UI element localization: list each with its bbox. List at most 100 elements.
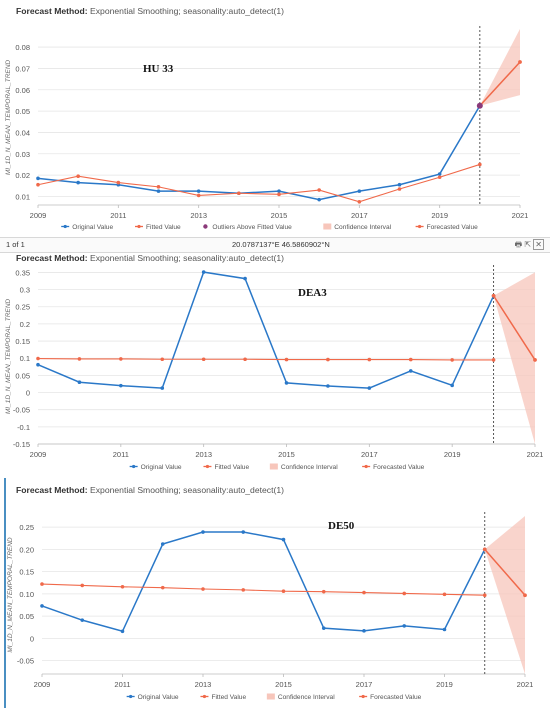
x-tick-label: 2021: [512, 211, 529, 220]
x-tick-label: 2009: [30, 450, 47, 459]
chart-panel-1: Forecast Method: Exponential Smoothing; …: [0, 0, 550, 237]
forecast-method-value: Exponential Smoothing; seasonality:auto_…: [90, 253, 284, 263]
forecast-chart-dea3: -0.15 -0.1 -0.05 0 0.05 0.1 0.15 0.2 0.25 0.3 0.35…: [5, 265, 544, 471]
forecasted-value-point: [523, 593, 527, 598]
y-tick-label: 0.05: [15, 107, 30, 116]
original-value-line: [37, 105, 481, 201]
original-value-point: [241, 530, 246, 534]
fitted-value-point: [241, 588, 246, 592]
legend-swatch: [269, 463, 278, 470]
region-annotation: DEA3: [298, 287, 327, 299]
pager-text[interactable]: 1 of 1: [6, 240, 25, 249]
forecasted-value-point: [491, 293, 496, 298]
forecasted-value-line: [484, 548, 526, 596]
legend-swatch-dot: [202, 694, 207, 699]
legend-swatch-dot: [63, 224, 67, 229]
close-icon[interactable]: ✕: [533, 239, 544, 250]
forecast-method-value: Exponential Smoothing; seasonality:auto_…: [90, 6, 284, 16]
forecasted-value-line: [492, 295, 536, 361]
original-value-point: [408, 369, 413, 373]
y-tick-label: 0: [30, 634, 34, 643]
fitted-value-point: [442, 592, 447, 597]
y-axis-label: MI_1D_N_MEAN_TEMPORAL_TREND: [5, 60, 12, 176]
original-value-point: [367, 386, 372, 390]
legend-swatch-dot: [132, 464, 136, 469]
original-value-point: [362, 629, 366, 633]
original-value-point: [120, 629, 125, 634]
print-icon[interactable]: 🖶: [514, 240, 523, 249]
fitted-value-point: [116, 180, 121, 185]
x-tick-label: 2013: [195, 450, 212, 459]
y-tick-label: 0.15: [15, 337, 30, 346]
fitted-value-point: [284, 357, 289, 362]
legend-swatch: [266, 693, 275, 700]
y-tick-label: 0.35: [15, 268, 30, 277]
legend-label: Confidence Interval: [334, 224, 391, 231]
x-tick-label: 2015: [275, 680, 292, 689]
fitted-value-point: [402, 591, 407, 596]
fitted-value-point: [317, 188, 321, 192]
fitted-value-point: [281, 589, 286, 594]
fitted-value-point: [36, 356, 40, 361]
x-tick-label: 2011: [114, 680, 130, 689]
original-value-point: [156, 189, 161, 193]
fitted-value-point: [80, 583, 85, 588]
chart-panel-2: Forecast Method: Exponential Smoothing; …: [0, 251, 550, 476]
original-value-point: [119, 383, 123, 388]
fitted-value-point: [40, 582, 44, 586]
x-tick-label: 2021: [527, 450, 544, 459]
legend-label: Forecasted Value: [373, 464, 425, 471]
legend-swatch-dot: [137, 224, 141, 229]
forecast-method-header: Forecast Method: Exponential Smoothing; …: [16, 485, 284, 495]
region-annotation: DE50: [328, 520, 355, 532]
fitted-value-point: [357, 199, 362, 204]
x-tick-label: 2017: [356, 680, 373, 689]
y-tick-label: 0.07: [15, 64, 30, 73]
forecasted-value-point: [482, 547, 487, 552]
y-tick-label: 0.25: [15, 303, 30, 312]
x-tick-label: 2009: [34, 680, 51, 689]
region-annotation: HU 33: [143, 63, 174, 75]
legend-label: Original Value: [72, 224, 113, 231]
fitted-value-point: [77, 357, 82, 361]
legend-swatch-dot: [361, 694, 365, 699]
toolbar-icons: 🖶 ⇱ ✕: [515, 239, 544, 253]
x-tick-label: 2011: [113, 450, 129, 459]
y-tick-label: 0.3: [20, 286, 30, 295]
forecasted-value-line: [479, 61, 521, 107]
fitted-value-point: [362, 590, 366, 595]
forecast-method-header: Forecast Method: Exponential Smoothing; …: [16, 253, 284, 263]
original-value-point: [437, 172, 442, 176]
original-value-point: [196, 189, 201, 193]
original-value-point: [36, 362, 40, 367]
legend-swatch: [323, 223, 332, 230]
fitted-value-point: [321, 589, 326, 594]
forecast-method-header: Forecast Method: Exponential Smoothing; …: [16, 6, 284, 16]
fitted-value-point: [119, 357, 123, 361]
x-tick-label: 2015: [278, 450, 295, 459]
y-tick-label: -0.15: [13, 440, 30, 449]
fitted-value-point: [160, 585, 165, 590]
legend-label: Original Value: [138, 694, 179, 701]
y-tick-label: 0.25: [19, 523, 34, 532]
forecast-method-label: Forecast Method:: [16, 485, 88, 495]
legend-label: Fitted Value: [146, 224, 181, 231]
original-value-point: [326, 384, 330, 388]
y-axis-label: MI_1D_N_MEAN_TEMPORAL_TREND: [5, 299, 12, 415]
y-tick-label: 0.05: [19, 612, 34, 621]
export-icon[interactable]: ⇱: [524, 240, 532, 249]
original-value-point: [317, 197, 321, 202]
y-tick-label: -0.05: [17, 657, 34, 666]
y-tick-label: 0.02: [15, 171, 30, 180]
panel-divider: [4, 478, 6, 708]
fitted-value-line: [37, 163, 481, 203]
original-value-point: [243, 276, 247, 281]
legend-label: Fitted Value: [211, 694, 246, 701]
original-value-point: [201, 270, 206, 274]
confidence-interval-band: [493, 272, 535, 444]
x-tick-label: 2013: [190, 211, 207, 220]
x-tick-label: 2017: [351, 211, 368, 220]
y-tick-label: 0.08: [15, 43, 30, 52]
legend-label: Confidence Interval: [281, 464, 338, 471]
y-tick-label: 0.10: [19, 590, 34, 599]
